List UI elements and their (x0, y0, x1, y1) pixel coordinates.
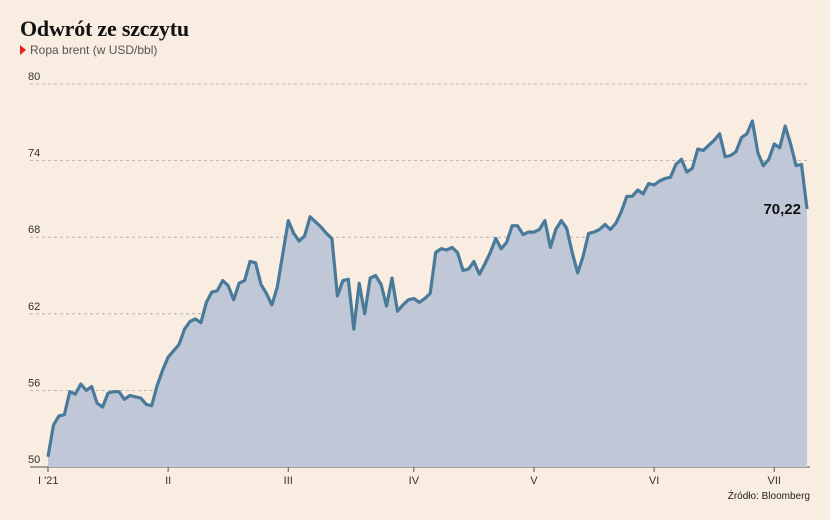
y-tick-label: 50 (28, 454, 40, 466)
x-tick-label: I '21 (38, 475, 58, 487)
y-tick-label: 56 (28, 377, 40, 389)
x-tick-label: V (530, 475, 538, 487)
last-value-label: 70,22 (763, 201, 801, 218)
x-axis: I '21 II III IV V VI VII (38, 467, 781, 487)
subtitle-text: Ropa brent (w USD/bbl) (30, 43, 158, 57)
chart-title: Odwrót ze szczytu (20, 16, 189, 41)
price-area (48, 121, 807, 467)
y-tick-label: 68 (28, 224, 40, 236)
y-tick-label: 80 (28, 71, 40, 83)
chart-subtitle: Ropa brent (w USD/bbl) (20, 43, 157, 57)
y-tick-label: 62 (28, 301, 40, 313)
price-line (46, 119, 809, 458)
y-tick-label: 74 (28, 148, 40, 160)
y-axis: 80 74 68 62 56 50 (28, 71, 40, 466)
x-tick-label: III (284, 475, 293, 487)
red-triangle-icon (20, 45, 26, 55)
source-note: Źródło: Bloomberg (727, 491, 810, 502)
x-tick-label: IV (409, 475, 420, 487)
x-tick-label: VI (649, 475, 659, 487)
x-tick-label: II (165, 475, 171, 487)
x-tick-label: VII (768, 475, 781, 487)
